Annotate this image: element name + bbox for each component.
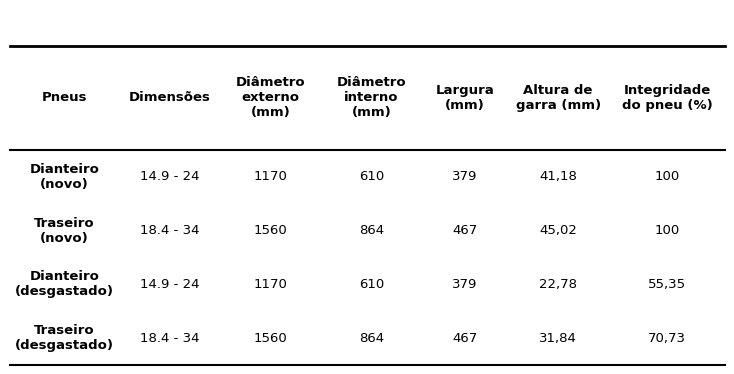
- Text: 18.4 - 34: 18.4 - 34: [139, 332, 199, 345]
- Text: 45,02: 45,02: [539, 224, 577, 237]
- Text: Dianteiro
(desgastado): Dianteiro (desgastado): [15, 270, 114, 298]
- Text: Traseiro
(novo): Traseiro (novo): [34, 217, 95, 245]
- Text: 1170: 1170: [253, 170, 288, 183]
- Text: Traseiro
(desgastado): Traseiro (desgastado): [15, 324, 114, 352]
- Text: Altura de
garra (mm): Altura de garra (mm): [515, 84, 600, 112]
- Text: 100: 100: [655, 170, 680, 183]
- Text: Pneus: Pneus: [42, 91, 87, 104]
- Text: 1560: 1560: [254, 332, 288, 345]
- Text: 31,84: 31,84: [539, 332, 577, 345]
- Text: 467: 467: [452, 224, 478, 237]
- Text: Diâmetro
interno
(mm): Diâmetro interno (mm): [337, 76, 407, 119]
- Text: Dimensões: Dimensões: [128, 91, 211, 104]
- Text: 864: 864: [359, 224, 384, 237]
- Text: 610: 610: [359, 170, 384, 183]
- Text: 610: 610: [359, 278, 384, 291]
- Text: 18.4 - 34: 18.4 - 34: [139, 224, 199, 237]
- Text: 1170: 1170: [253, 278, 288, 291]
- Text: Largura
(mm): Largura (mm): [435, 84, 494, 112]
- Text: 14.9 - 24: 14.9 - 24: [139, 170, 199, 183]
- Text: 55,35: 55,35: [648, 278, 686, 291]
- Text: 864: 864: [359, 332, 384, 345]
- Text: Integridade
do pneu (%): Integridade do pneu (%): [622, 84, 713, 112]
- Text: 41,18: 41,18: [539, 170, 577, 183]
- Text: 379: 379: [452, 170, 478, 183]
- Text: 100: 100: [655, 224, 680, 237]
- Text: 467: 467: [452, 332, 478, 345]
- Text: 22,78: 22,78: [539, 278, 577, 291]
- Text: 14.9 - 24: 14.9 - 24: [139, 278, 199, 291]
- Text: Diâmetro
externo
(mm): Diâmetro externo (mm): [236, 76, 305, 119]
- Text: 379: 379: [452, 278, 478, 291]
- Text: 1560: 1560: [254, 224, 288, 237]
- Text: Dianteiro
(novo): Dianteiro (novo): [29, 163, 99, 191]
- Text: 70,73: 70,73: [648, 332, 686, 345]
